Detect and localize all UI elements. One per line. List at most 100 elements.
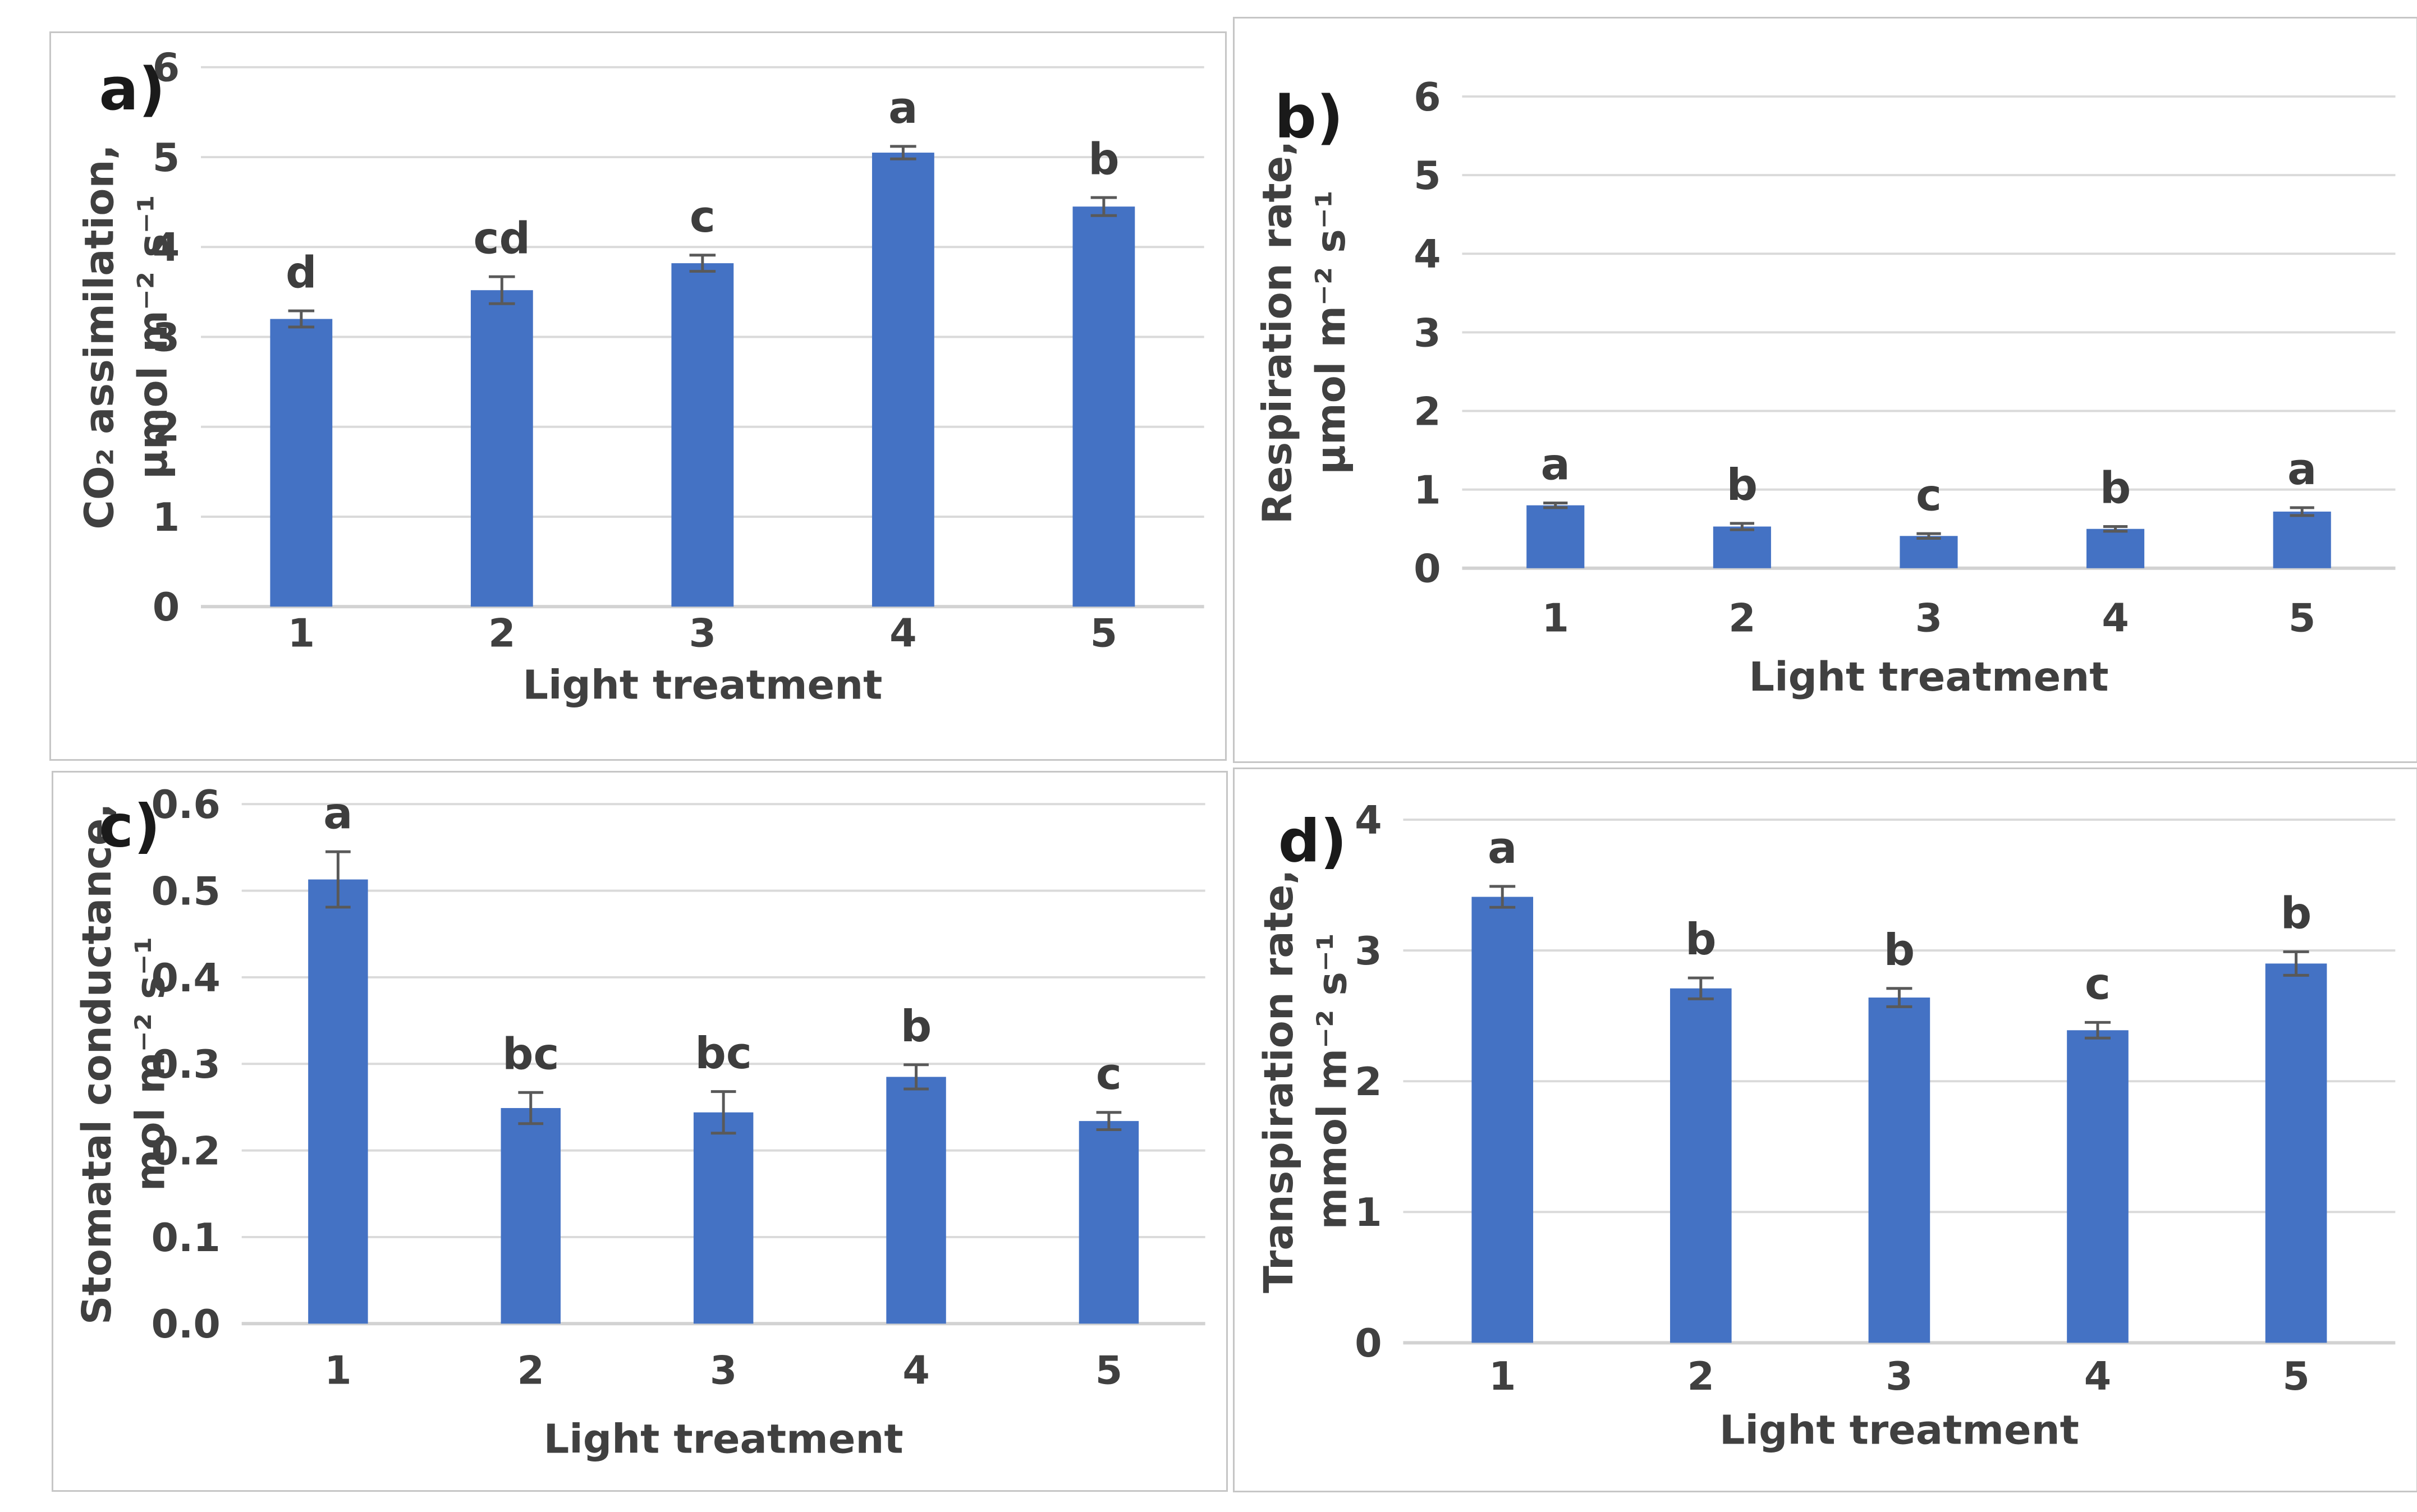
y-axis-tick-label: 3 — [1414, 310, 1441, 356]
y-axis-tick-label: 0.6 — [151, 782, 220, 828]
y-axis-tick-label: 6 — [153, 45, 180, 91]
y-axis-title-line-2: mmol m⁻² s⁻¹ — [1308, 933, 1355, 1230]
y-axis-tick-label: 0.3 — [151, 1042, 220, 1087]
significance-letter: a — [2287, 444, 2317, 495]
bar-treatment-2 — [1713, 526, 1771, 568]
significance-letter: a — [888, 83, 918, 134]
bar-treatment-1 — [308, 879, 368, 1324]
bar-treatment-3 — [1900, 536, 1958, 568]
y-axis-tick-label: 0 — [1355, 1321, 1382, 1366]
y-axis-tick-label: 2 — [1414, 389, 1441, 434]
x-axis-category-label: 2 — [517, 1348, 544, 1394]
significance-letter: d — [286, 247, 317, 298]
y-axis-tick-label: 3 — [1355, 929, 1382, 974]
y-axis-tick-label: 4 — [153, 225, 180, 270]
y-axis-tick-label: 4 — [1414, 232, 1441, 277]
significance-letter: b — [901, 1001, 932, 1052]
y-axis-tick-label: 5 — [153, 135, 180, 181]
x-axis-title: Light treatment — [544, 1415, 903, 1462]
significance-letter: c — [1916, 470, 1942, 521]
y-axis-tick-label: 0.0 — [151, 1302, 220, 1347]
x-axis-title: Light treatment — [1749, 653, 2108, 700]
x-axis-category-label: 3 — [689, 610, 716, 656]
y-axis-tick-label: 0.1 — [151, 1215, 220, 1261]
significance-letter: b — [1727, 460, 1758, 511]
x-axis-category-label: 2 — [1728, 595, 1755, 641]
bar-treatment-1 — [1471, 897, 1534, 1343]
bar-treatment-3 — [693, 1112, 754, 1324]
panel-letter-label: a) — [99, 55, 165, 123]
significance-letter: c — [1096, 1049, 1122, 1100]
significance-letter: a — [1541, 440, 1570, 490]
significance-letter: b — [2100, 463, 2131, 514]
x-axis-category-label: 1 — [324, 1348, 351, 1394]
significance-letter: b — [1088, 134, 1120, 185]
x-axis-category-label: 3 — [710, 1348, 737, 1394]
x-axis-category-label: 3 — [1915, 595, 1942, 641]
x-axis-category-label: 4 — [2084, 1354, 2111, 1399]
x-axis-category-label: 1 — [1542, 595, 1569, 641]
bar-treatment-3 — [671, 263, 734, 607]
x-axis-category-label: 2 — [1687, 1354, 1714, 1399]
y-axis-title-line-2: μmol m⁻² s⁻¹ — [1307, 190, 1354, 475]
bar-treatment-5 — [2273, 511, 2331, 568]
y-axis-tick-label: 0.4 — [151, 955, 220, 1001]
significance-letter: cd — [474, 213, 531, 264]
x-axis-category-label: 4 — [889, 610, 916, 656]
bar-treatment-2 — [501, 1107, 561, 1324]
bar-treatment-4 — [2086, 528, 2145, 568]
bar-treatment-4 — [2067, 1030, 2129, 1343]
significance-letter: a — [1488, 823, 1517, 874]
bar-treatment-5 — [1072, 206, 1135, 607]
y-axis-title-line-1: Respiration rate, — [1254, 141, 1301, 525]
y-axis-tick-label: 0 — [1414, 546, 1441, 592]
y-axis-tick-label: 2 — [153, 405, 180, 451]
y-axis-title-line-2: mol m⁻² s⁻¹ — [127, 936, 174, 1191]
panel-b-respiration-rate: 0 1 2 3 4 5 6 a 1 b 2 c 3 b 4 a 5 Light treatment Respirat… — [1233, 17, 2417, 763]
y-axis-title-line-2: μmol m⁻² s⁻¹ — [129, 195, 176, 479]
significance-letter: b — [2281, 889, 2312, 939]
y-axis-tick-label: 1 — [153, 495, 180, 540]
bar-treatment-5 — [2265, 963, 2327, 1343]
significance-letter: bc — [695, 1028, 752, 1079]
y-axis-tick-label: 6 — [1414, 75, 1441, 120]
y-axis-tick-label: 1 — [1355, 1190, 1382, 1235]
bar-treatment-5 — [1079, 1121, 1139, 1324]
y-axis-tick-label: 0 — [153, 585, 180, 630]
panel-letter-label: b) — [1274, 83, 1343, 151]
panel-c-stomatal-conductance: 0.0 0.1 0.2 0.3 0.4 0.5 0.6 a 1 bc 2 bc 3 b 4 c 5 Light t… — [52, 771, 1228, 1492]
bar-treatment-2 — [470, 290, 533, 607]
significance-letter: bc — [502, 1029, 559, 1079]
panel-d-transpiration-rate: 0 1 2 3 4 a 1 b 2 b 3 c 4 b 5 Light treatment Transpirat… — [1233, 768, 2417, 1492]
panel-letter-label: c) — [99, 792, 160, 861]
x-axis-category-label: 2 — [488, 610, 515, 656]
bar-treatment-4 — [886, 1077, 946, 1324]
y-axis-tick-label: 0.5 — [151, 868, 220, 914]
x-axis-category-label: 5 — [1095, 1348, 1122, 1394]
x-axis-category-label: 5 — [2288, 595, 2315, 641]
panel-c-bar-chart: 0.0 0.1 0.2 0.3 0.4 0.5 0.6 a 1 bc 2 bc 3 b 4 c 5 Light t… — [73, 782, 1205, 1462]
significance-letter: c — [2085, 959, 2111, 1010]
x-axis-title: Light treatment — [1719, 1406, 2079, 1453]
y-axis-tick-label: 3 — [153, 315, 180, 360]
x-axis-category-label: 4 — [902, 1348, 929, 1394]
y-axis-tick-label: 1 — [1414, 468, 1441, 513]
x-axis-category-label: 1 — [1489, 1354, 1516, 1399]
bar-treatment-1 — [1526, 505, 1585, 568]
x-axis-category-label: 5 — [2282, 1354, 2309, 1399]
y-axis-title-line-1: Transpiration rate, — [1255, 869, 1302, 1293]
y-axis-tick-label: 4 — [1355, 798, 1382, 843]
x-axis-title: Light treatment — [522, 661, 882, 709]
x-axis-category-label: 4 — [2102, 595, 2129, 641]
panel-a-co2-assimilation: 0 1 2 3 4 5 6 d 1 cd 2 c 3 a 4 b 5 Light treatment CO₂ ass… — [49, 31, 1227, 761]
y-axis-tick-label: 0.2 — [151, 1128, 220, 1174]
y-axis-title-line-1: CO₂ assimilation, — [75, 144, 122, 529]
significance-letter: b — [1685, 914, 1717, 965]
y-axis-tick-label: 2 — [1355, 1059, 1382, 1105]
panel-a-bar-chart: 0 1 2 3 4 5 6 d 1 cd 2 c 3 a 4 b 5 Light treatment CO₂ ass… — [75, 45, 1204, 709]
x-axis-category-label: 1 — [288, 610, 315, 656]
significance-letter: b — [1884, 925, 1915, 976]
panel-letter-label: d) — [1278, 807, 1347, 876]
y-axis-title-line-1: Stomatal conductance, — [73, 803, 120, 1325]
